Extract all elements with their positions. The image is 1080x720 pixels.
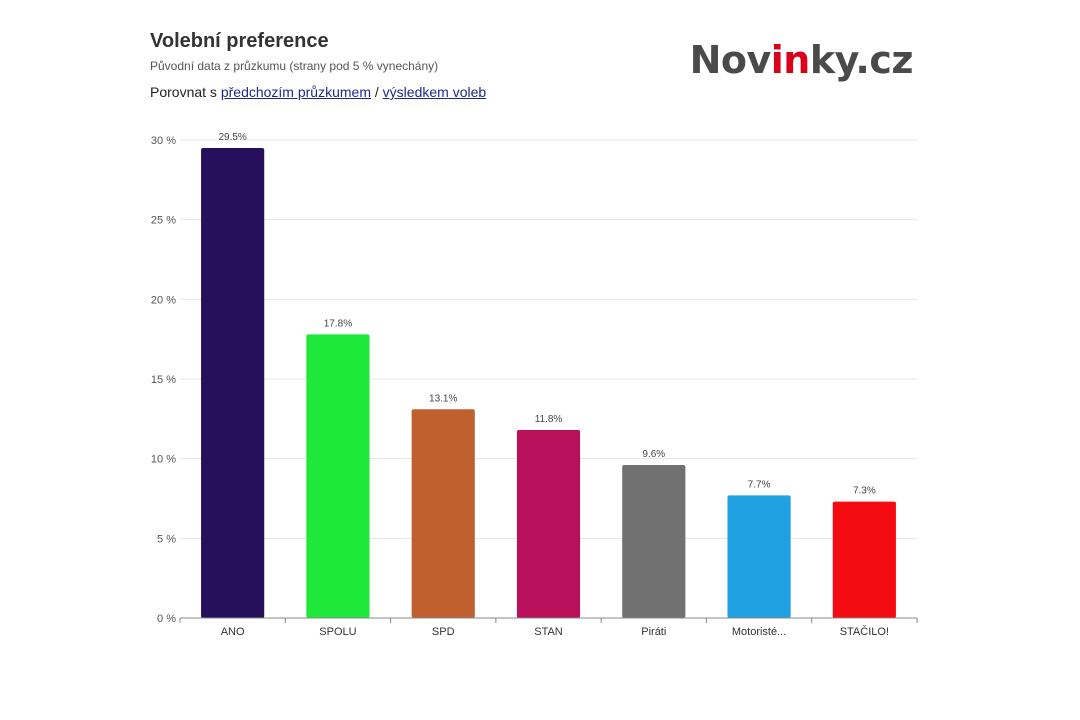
bar-value-label: 7.3% [853, 486, 876, 497]
y-axis-ticks: 0 % 5 % 10 % 15 % 20 % 25 % 30 % [151, 135, 176, 625]
bar[interactable] [832, 501, 896, 618]
bar-value-label: 29.5% [218, 132, 246, 143]
bar[interactable] [306, 334, 370, 618]
x-axis: ANO SPOLU SPD STAN Piráti Motoristé... STAČILO… [179, 617, 918, 638]
x-tick-label: STAČILO! [840, 625, 889, 638]
bar[interactable] [516, 429, 581, 618]
chart-subtitle: Původní data z průzkumu (strany pod 5 % … [150, 59, 439, 73]
y-tick-label: 0 % [157, 613, 176, 625]
y-tick-label: 10 % [151, 454, 176, 466]
bar[interactable] [411, 409, 475, 618]
compare-line: Porovnat s předchozím průzkumem / výsled… [150, 83, 930, 101]
y-tick-label: 20 % [151, 294, 176, 306]
logo-part-2: in [770, 38, 811, 82]
x-tick-label: SPD [432, 626, 455, 638]
x-tick-label: STAN [534, 626, 563, 638]
bar[interactable] [201, 147, 265, 618]
y-tick-label: 30 % [151, 135, 176, 147]
x-tick-label: Piráti [641, 626, 666, 638]
bar[interactable] [727, 495, 791, 618]
chart-bars: 29.5% 17.8% 13.1% 11.8% 9.6% 7.7% 7.3% [201, 132, 896, 618]
bar-value-label: 11.8% [535, 414, 563, 425]
bar-value-label: 7.7% [748, 479, 771, 490]
compare-prefix: Porovnat s [150, 84, 221, 100]
y-tick-label: 25 % [151, 215, 176, 227]
compare-previous-poll-link[interactable]: předchozím průzkumem [220, 84, 371, 100]
x-tick-label: Motoristé... [732, 626, 786, 638]
chart-title: Volební preference [150, 30, 329, 52]
compare-election-result-link[interactable]: výsledkem voleb [382, 84, 487, 100]
bar[interactable] [622, 465, 686, 618]
bar-value-label: 17.8% [324, 318, 352, 329]
x-tick-label: ANO [221, 626, 245, 638]
logo-part-3: ky.cz [809, 38, 914, 82]
bar-value-label: 9.6% [642, 449, 665, 460]
compare-separator: / [371, 84, 383, 100]
y-tick-label: 5 % [157, 533, 176, 545]
logo-part-1: Nov [689, 38, 772, 82]
x-tick-label: SPOLU [319, 626, 356, 638]
y-tick-label: 15 % [151, 374, 176, 386]
chart-header: Volební preference Původní data z průzku… [150, 28, 930, 101]
novinky-logo[interactable]: Novinky.cz [689, 38, 914, 82]
bar-value-label: 13.1% [429, 393, 457, 404]
